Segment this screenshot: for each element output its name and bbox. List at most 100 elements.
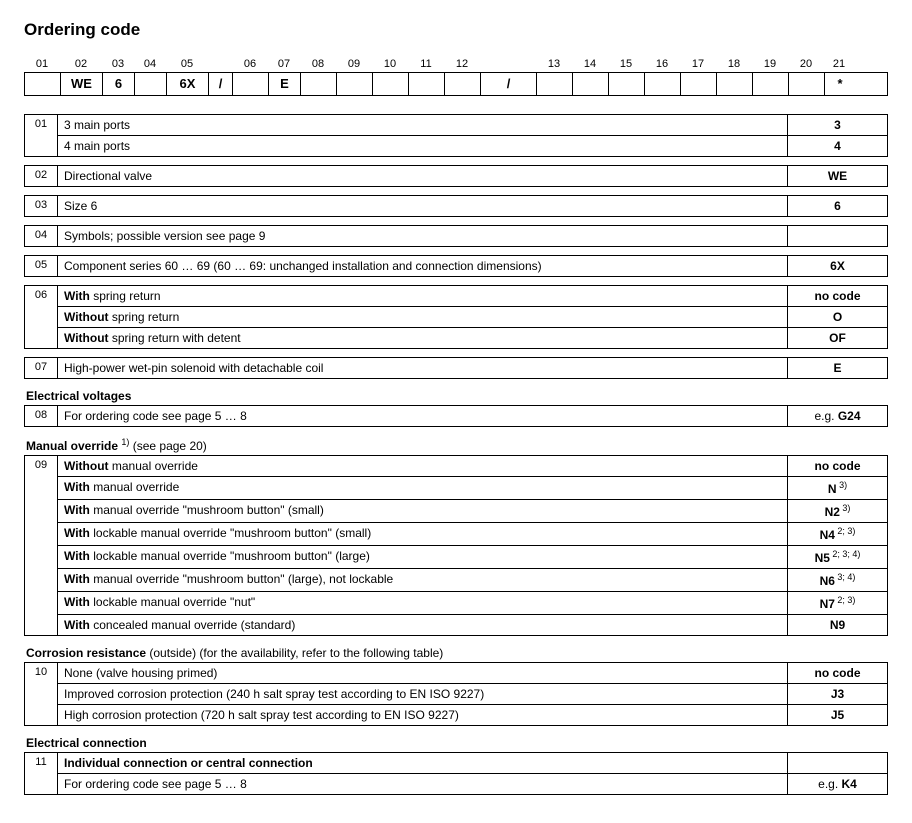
- strip-position-number: 06: [232, 58, 268, 70]
- strip-position-number: 18: [716, 58, 752, 70]
- option-group-index: 05: [24, 256, 58, 277]
- option-description: For ordering code see page 5 … 8: [58, 406, 788, 426]
- option-row: With spring returnno code: [58, 286, 888, 307]
- section-label: Electrical voltages: [26, 389, 888, 403]
- strip-code-cell: [645, 73, 681, 95]
- strip-code-cell: [301, 73, 337, 95]
- option-row: Without manual overrideno code: [58, 456, 888, 477]
- strip-position-number: 20: [788, 58, 824, 70]
- option-row: Without spring returnO: [58, 307, 888, 328]
- strip-position-number: 21: [824, 58, 854, 70]
- option-row: Component series 60 … 69 (60 … 69: uncha…: [58, 256, 888, 277]
- option-row: High corrosion protection (720 h salt sp…: [58, 705, 888, 726]
- option-description: Without spring return with detent: [58, 328, 788, 348]
- option-description: High corrosion protection (720 h salt sp…: [58, 705, 788, 725]
- strip-position-number: 13: [536, 58, 572, 70]
- option-row: Size 66: [58, 196, 888, 217]
- option-description: 4 main ports: [58, 136, 788, 156]
- option-code: E: [788, 358, 888, 378]
- strip-code-cell: [445, 73, 481, 95]
- option-code: e.g. G24: [788, 406, 888, 426]
- strip-code-cell: [573, 73, 609, 95]
- option-description: Individual connection or central connect…: [58, 753, 788, 773]
- strip-code-cell: E: [269, 73, 301, 95]
- option-row: For ordering code see page 5 … 8e.g. K4: [58, 774, 888, 795]
- option-description: Symbols; possible version see page 9: [58, 226, 788, 246]
- option-description: Without manual override: [58, 456, 788, 476]
- option-row: With lockable manual override "mushroom …: [58, 546, 888, 569]
- option-group-index: 10: [24, 663, 58, 726]
- option-code: 3: [788, 115, 888, 135]
- option-group-10: 10None (valve housing primed)no codeImpr…: [24, 662, 888, 726]
- strip-position-number: 03: [102, 58, 134, 70]
- option-description: Directional valve: [58, 166, 788, 186]
- strip-code-cell: 6: [103, 73, 135, 95]
- option-row: None (valve housing primed)no code: [58, 663, 888, 684]
- option-description: With concealed manual override (standard…: [58, 615, 788, 635]
- option-group-index: 02: [24, 166, 58, 187]
- strip-position-number: 17: [680, 58, 716, 70]
- strip-code-cell: [409, 73, 445, 95]
- strip-code-cell: /: [209, 73, 233, 95]
- option-description: With lockable manual override "mushroom …: [58, 546, 788, 568]
- option-description: With manual override: [58, 477, 788, 499]
- option-group-07: 07High-power wet-pin solenoid with detac…: [24, 357, 888, 379]
- option-description: With manual override "mushroom button" (…: [58, 500, 788, 522]
- option-group-index: 09: [24, 456, 58, 636]
- option-row: With manual override "mushroom button" (…: [58, 500, 888, 523]
- strip-code-cell: [373, 73, 409, 95]
- option-description: For ordering code see page 5 … 8: [58, 774, 788, 794]
- option-description: Size 6: [58, 196, 788, 216]
- option-code: 4: [788, 136, 888, 156]
- strip-code-cells: WE66X/E/*: [24, 72, 888, 96]
- ordering-code-strip: 0102030405060708091011121314151617181920…: [24, 58, 888, 96]
- option-row: Without spring return with detentOF: [58, 328, 888, 349]
- strip-position-number: 05: [166, 58, 208, 70]
- strip-code-cell: [233, 73, 269, 95]
- strip-position-number: [480, 58, 536, 70]
- option-group-index: 07: [24, 358, 58, 379]
- strip-code-cell: /: [481, 73, 537, 95]
- option-row: With concealed manual override (standard…: [58, 615, 888, 636]
- strip-position-number: 16: [644, 58, 680, 70]
- option-code: e.g. K4: [788, 774, 888, 794]
- option-code: N 3): [788, 477, 888, 499]
- strip-code-cell: [609, 73, 645, 95]
- option-group-04: 04Symbols; possible version see page 9: [24, 225, 888, 247]
- strip-position-number: 04: [134, 58, 166, 70]
- option-group-09: 09Without manual overrideno codeWith man…: [24, 455, 888, 636]
- strip-position-number: 12: [444, 58, 480, 70]
- section-label: Electrical connection: [26, 736, 888, 750]
- option-group-01: 013 main ports34 main ports4: [24, 114, 888, 157]
- option-row: With lockable manual override "nut"N7 2;…: [58, 592, 888, 615]
- option-code: N4 2; 3): [788, 523, 888, 545]
- strip-code-cell: [25, 73, 61, 95]
- strip-position-number: 10: [372, 58, 408, 70]
- option-group-index: 01: [24, 115, 58, 157]
- section-label: Manual override 1) (see page 20): [26, 437, 888, 453]
- strip-position-numbers: 0102030405060708091011121314151617181920…: [24, 58, 888, 70]
- strip-position-number: 07: [268, 58, 300, 70]
- option-group-11: 11Individual connection or central conne…: [24, 752, 888, 795]
- option-row: High-power wet-pin solenoid with detacha…: [58, 358, 888, 379]
- option-row: For ordering code see page 5 … 8e.g. G24: [58, 406, 888, 427]
- option-description: 3 main ports: [58, 115, 788, 135]
- option-group-index: 03: [24, 196, 58, 217]
- option-code: [788, 753, 888, 773]
- strip-code-cell: [537, 73, 573, 95]
- option-group-08: 08For ordering code see page 5 … 8e.g. G…: [24, 405, 888, 427]
- option-code: no code: [788, 663, 888, 683]
- option-code: O: [788, 307, 888, 327]
- strip-position-number: 01: [24, 58, 60, 70]
- option-code: no code: [788, 286, 888, 306]
- option-code: [788, 226, 888, 246]
- option-description: With lockable manual override "nut": [58, 592, 788, 614]
- option-code: N6 3; 4): [788, 569, 888, 591]
- option-row: Individual connection or central connect…: [58, 753, 888, 774]
- strip-code-cell: [753, 73, 789, 95]
- strip-position-number: 02: [60, 58, 102, 70]
- page-title: Ordering code: [24, 20, 888, 40]
- option-group-index: 06: [24, 286, 58, 349]
- option-row: With manual override "mushroom button" (…: [58, 569, 888, 592]
- option-row: Directional valveWE: [58, 166, 888, 187]
